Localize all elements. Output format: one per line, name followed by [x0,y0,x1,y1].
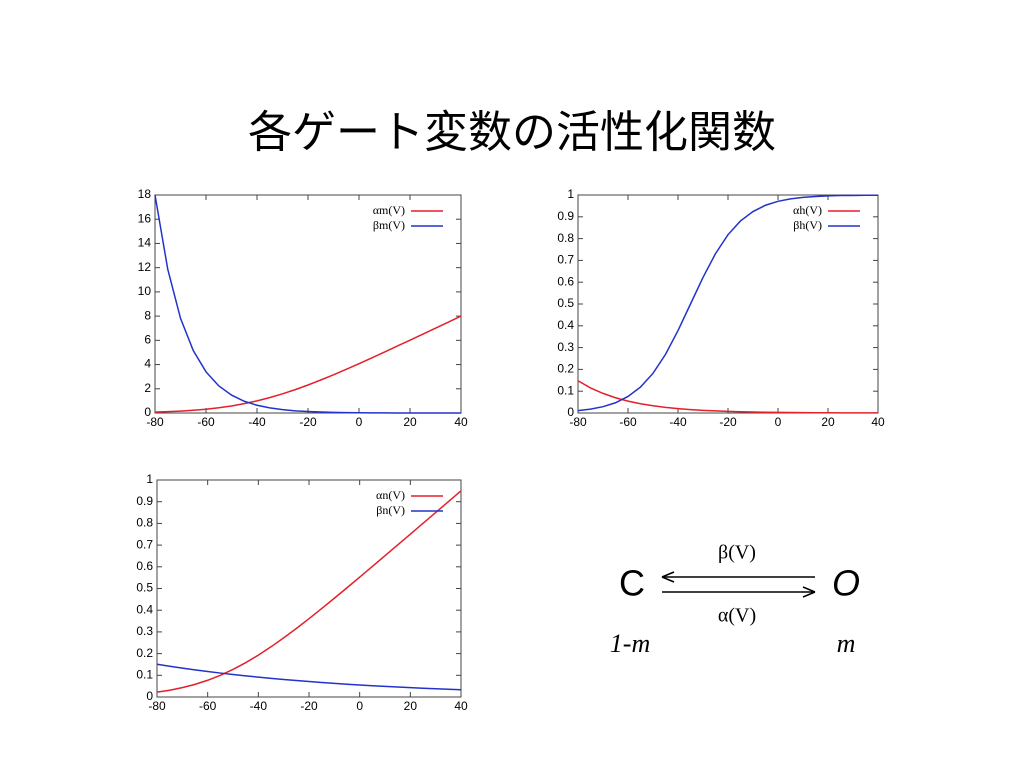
y-tick-label: 0.3 [557,340,574,354]
x-tick-label: 0 [775,415,782,429]
chart: 0 0.1 0.2 0.3 0.4 0.5 0.6 0.7 0.8 0.9 1 -80 -60 -40 -2… [136,472,468,713]
y-tick-label: 14 [138,236,152,250]
x-tick-label: -40 [669,415,687,429]
x-tick-label: -20 [299,415,317,429]
x-tick-label: -40 [250,699,268,713]
x-tick-label: -60 [199,699,217,713]
x-tick-label: -20 [719,415,737,429]
x-tick-label: 20 [404,699,418,713]
y-tick-label: 0.9 [557,209,574,223]
legend-label: αn(V) [376,488,405,502]
x-tick-label: 0 [356,699,363,713]
rate-label: α(V) [718,605,756,627]
y-tick-label: 0.7 [557,253,574,267]
series-line [156,490,462,693]
legend-label: αh(V) [793,203,822,217]
x-tick-label: 20 [821,415,835,429]
y-tick-label: 0 [146,689,153,703]
x-tick-label: -60 [619,415,637,429]
y-tick-label: 0 [567,405,574,419]
y-tick-label: 0.5 [136,581,153,595]
y-tick-label: 4 [144,357,151,371]
state-label: C [619,563,645,604]
chart: 0 2 4 6 8 10 12 14 16 18 -80 -60 -40 -20 0 20 40 αm(V)βm(… [138,187,468,429]
y-tick-label: 0.8 [557,231,574,245]
y-tick-label: 0.7 [136,537,153,551]
y-tick-label: 8 [144,308,151,322]
slide-title: 各ゲート変数の活性化関数 [248,107,776,158]
state-label: O [832,563,860,604]
y-tick-label: 0.9 [136,494,153,508]
series-line [577,380,879,414]
y-tick-label: 0.5 [557,296,574,310]
chart: 0 0.1 0.2 0.3 0.4 0.5 0.6 0.7 0.8 0.9 1 -80 -60 -40 -2… [557,187,885,429]
y-tick-label: 0.6 [557,274,574,288]
x-tick-label: -80 [569,415,587,429]
state-fraction: m [837,629,856,658]
state-fraction: 1-m [610,629,650,658]
y-tick-label: 0.1 [557,383,574,397]
legend-label: αm(V) [373,203,405,217]
y-tick-label: 0.2 [557,362,574,376]
x-tick-label: 40 [454,415,468,429]
x-tick-label: 0 [356,415,363,429]
x-tick-label: -40 [248,415,266,429]
plot-frame [156,479,462,698]
plot-frame [577,194,879,414]
y-tick-label: 10 [138,284,152,298]
y-tick-label: 18 [138,187,152,201]
y-tick-label: 1 [567,187,574,201]
x-tick-label: -80 [146,415,164,429]
legend-label: βm(V) [373,218,405,232]
x-tick-label: 40 [454,699,468,713]
series-line [154,315,462,413]
y-tick-label: 2 [144,381,151,395]
y-tick-label: 0.3 [136,624,153,638]
y-tick-label: 0.4 [557,318,574,332]
plot-frame [154,194,462,414]
legend-label: βn(V) [376,503,405,517]
x-tick-label: -20 [300,699,318,713]
x-tick-label: 20 [403,415,417,429]
series-line [577,194,878,412]
series-line [156,663,462,691]
y-tick-label: 0.2 [136,646,153,660]
y-tick-label: 1 [146,472,153,486]
series-line [154,194,461,414]
y-tick-label: 0.1 [136,667,153,681]
y-tick-label: 12 [138,260,152,274]
arrow-head [802,586,816,598]
x-tick-label: 40 [871,415,885,429]
legend-label: βh(V) [793,218,822,232]
y-tick-label: 0.8 [136,516,153,530]
arrow-head [661,571,675,583]
y-tick-label: 6 [144,333,151,347]
x-tick-label: -60 [197,415,215,429]
y-tick-label: 0.6 [136,559,153,573]
y-tick-label: 0.4 [136,602,153,616]
rate-label: β(V) [718,542,756,564]
y-tick-label: 16 [138,211,152,225]
y-tick-label: 0 [144,405,151,419]
x-tick-label: -80 [148,699,166,713]
state-diagram: C O β(V) α(V) 1-m m [610,542,860,658]
